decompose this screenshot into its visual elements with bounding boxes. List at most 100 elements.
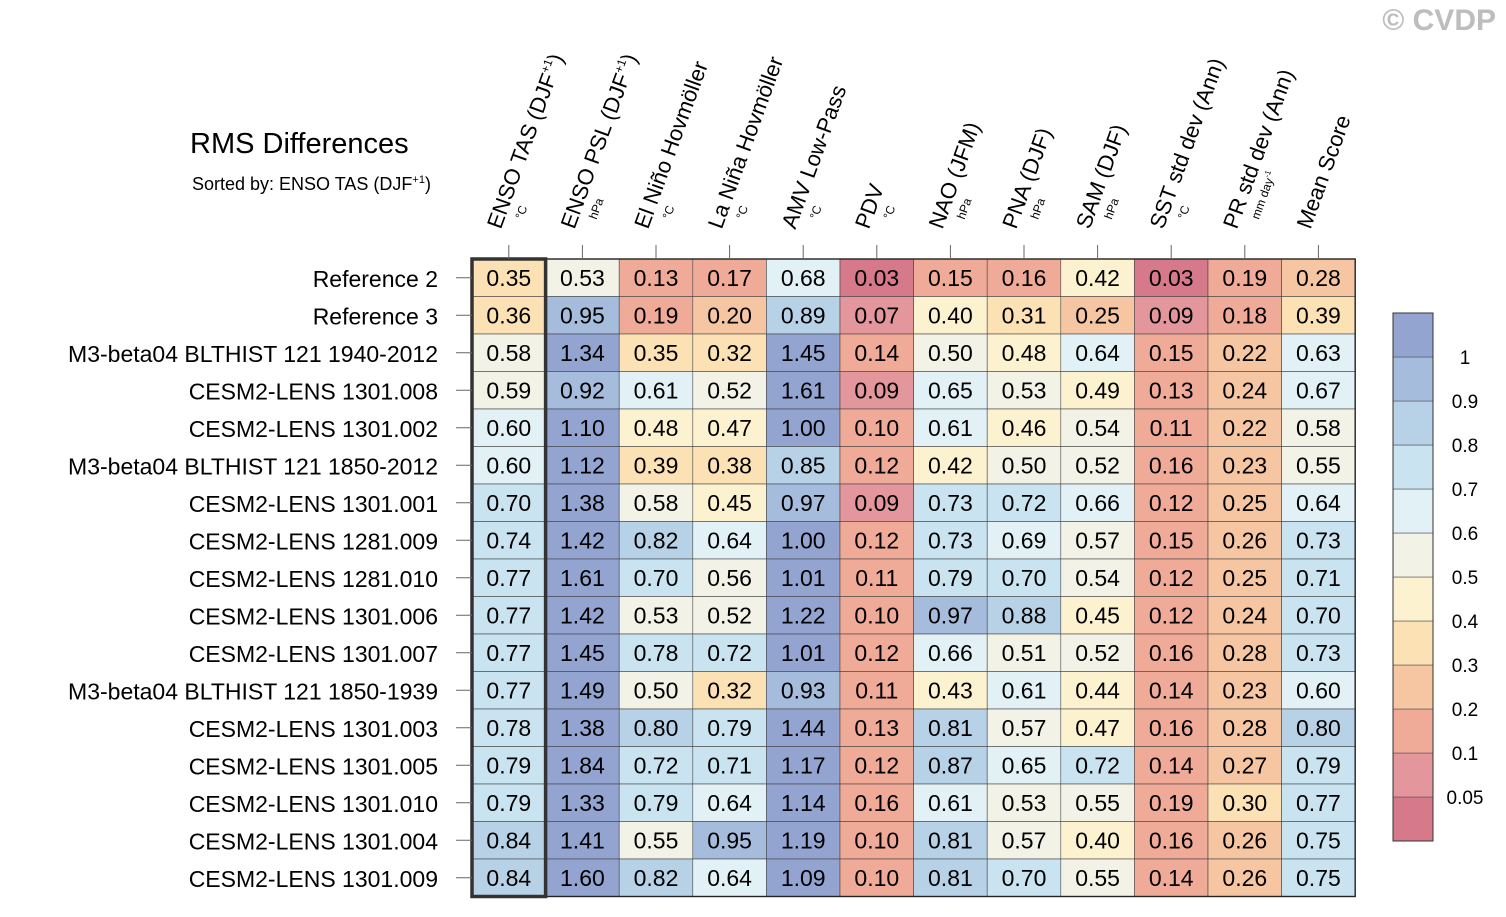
cell-value: 0.12: [1149, 490, 1194, 516]
heatmap-cell: [1281, 746, 1356, 785]
column-unit-text: °C: [733, 203, 751, 221]
subtitle-end: ): [424, 174, 431, 194]
cell-value: 0.07: [854, 302, 899, 328]
cell-value: 1.38: [560, 490, 605, 516]
heatmap-cell: [1281, 783, 1356, 822]
cell-value: 0.70: [486, 490, 531, 516]
cell-value: 0.11: [855, 565, 898, 591]
cell-value: 0.16: [1149, 640, 1194, 666]
heatmap-cell: [839, 446, 914, 485]
cell-value: 0.88: [1002, 602, 1047, 628]
subtitle-sup: +1: [412, 174, 425, 186]
heatmap-cell: [913, 446, 988, 485]
cell-value: 0.23: [1222, 452, 1267, 478]
row-label: CESM2-LENS 1301.008: [189, 378, 438, 404]
cell-value: 0.28: [1222, 715, 1267, 741]
cell-value: 1.33: [560, 790, 605, 816]
cell-value: 0.61: [928, 790, 973, 816]
heatmap-cell: [913, 521, 988, 560]
heatmap-cell: [766, 408, 841, 447]
watermark: © CVDP: [1382, 4, 1496, 37]
heatmap-cell: [471, 708, 546, 747]
heatmap-cell: [986, 521, 1062, 560]
heatmap-cell: [1060, 258, 1135, 297]
cell-value: 0.23: [1222, 677, 1267, 703]
heatmap-cell: [1207, 858, 1282, 897]
cell-value: 0.48: [1002, 340, 1047, 366]
heatmap-cell: [913, 858, 988, 897]
heatmap-cell: [1134, 408, 1209, 447]
heatmap-cell: [839, 821, 914, 860]
cell-value: 0.52: [707, 377, 752, 403]
cell-value: 0.73: [1296, 640, 1341, 666]
cell-value: 0.31: [1002, 302, 1047, 328]
cell-value: 0.26: [1222, 527, 1267, 553]
row-label: CESM2-LENS 1301.002: [189, 416, 438, 442]
heatmap-cell: [766, 821, 841, 860]
colorbar-segment: [1392, 444, 1434, 490]
cell-value: 0.71: [1296, 565, 1341, 591]
heatmap-cell: [1281, 596, 1356, 635]
column-unit: °C: [660, 203, 678, 221]
cell-value: 0.09: [1149, 302, 1194, 328]
heatmap-cell: [986, 296, 1062, 335]
colorbar-label: 0.05: [1447, 788, 1484, 809]
colorbar-segment: [1392, 356, 1434, 402]
cell-value: 0.28: [1222, 640, 1267, 666]
cell-value: 0.79: [634, 790, 679, 816]
cell-value: 0.81: [928, 715, 973, 741]
heatmap-cell: [471, 858, 546, 897]
cell-value: 0.95: [560, 302, 605, 328]
column-label-sup: +1: [611, 57, 629, 75]
heatmap-cell: [618, 333, 694, 372]
cell-value: 0.52: [1075, 452, 1120, 478]
heatmap-cell: [986, 783, 1062, 822]
column-unit-text: °C: [660, 203, 678, 221]
cell-value: 0.30: [1222, 790, 1267, 816]
column-unit-sup: -1: [1262, 169, 1273, 179]
heatmap-cell: [545, 708, 620, 747]
cell-value: 0.12: [1149, 565, 1194, 591]
heatmap-cell: [1060, 333, 1135, 372]
cell-value: 0.50: [928, 340, 973, 366]
heatmap-cell: [839, 633, 914, 672]
cell-value: 0.15: [1149, 340, 1194, 366]
colorbar-label: 0.9: [1452, 392, 1478, 413]
cell-value: 0.12: [1149, 602, 1194, 628]
heatmap-cell: [1207, 633, 1282, 672]
cell-value: 0.13: [634, 265, 679, 291]
heatmap-cell: [1060, 558, 1135, 597]
cell-value: 0.69: [1002, 527, 1047, 553]
heatmap-cell: [986, 821, 1062, 860]
heatmap-cell: [1281, 633, 1356, 672]
cell-value: 0.59: [486, 377, 531, 403]
column-unit-text: hPa: [586, 196, 607, 221]
cell-value: 0.25: [1222, 565, 1267, 591]
heatmap-cell: [545, 746, 620, 785]
heatmap-cell: [1060, 821, 1135, 860]
cell-value: 0.77: [486, 677, 531, 703]
heatmap-cell: [1281, 446, 1356, 485]
column-label: ENSO TAS (DJF+1): [482, 50, 568, 231]
cell-value: 0.72: [707, 640, 752, 666]
cell-value: 0.58: [486, 340, 531, 366]
heatmap-cell: [1281, 408, 1356, 447]
cell-value: 0.64: [707, 790, 752, 816]
cell-value: 0.26: [1222, 827, 1267, 853]
heatmap-cell: [766, 783, 841, 822]
heatmap-cell: [913, 633, 988, 672]
subtitle-text: Sorted by: ENSO TAS (DJF: [192, 174, 413, 194]
cell-value: 0.78: [634, 640, 679, 666]
heatmap-cell: [471, 558, 546, 597]
cell-value: 0.38: [707, 452, 752, 478]
cell-value: 0.66: [928, 640, 973, 666]
heatmap-cell: [1060, 521, 1135, 560]
cell-value: 0.48: [634, 415, 679, 441]
cell-value: 0.17: [707, 265, 752, 291]
cell-value: 0.49: [1075, 377, 1120, 403]
colorbar-label: 0.8: [1452, 436, 1478, 457]
cell-value: 0.79: [486, 752, 531, 778]
cell-value: 0.19: [634, 302, 679, 328]
cell-value: 0.56: [707, 565, 752, 591]
cell-value: 0.61: [634, 377, 679, 403]
